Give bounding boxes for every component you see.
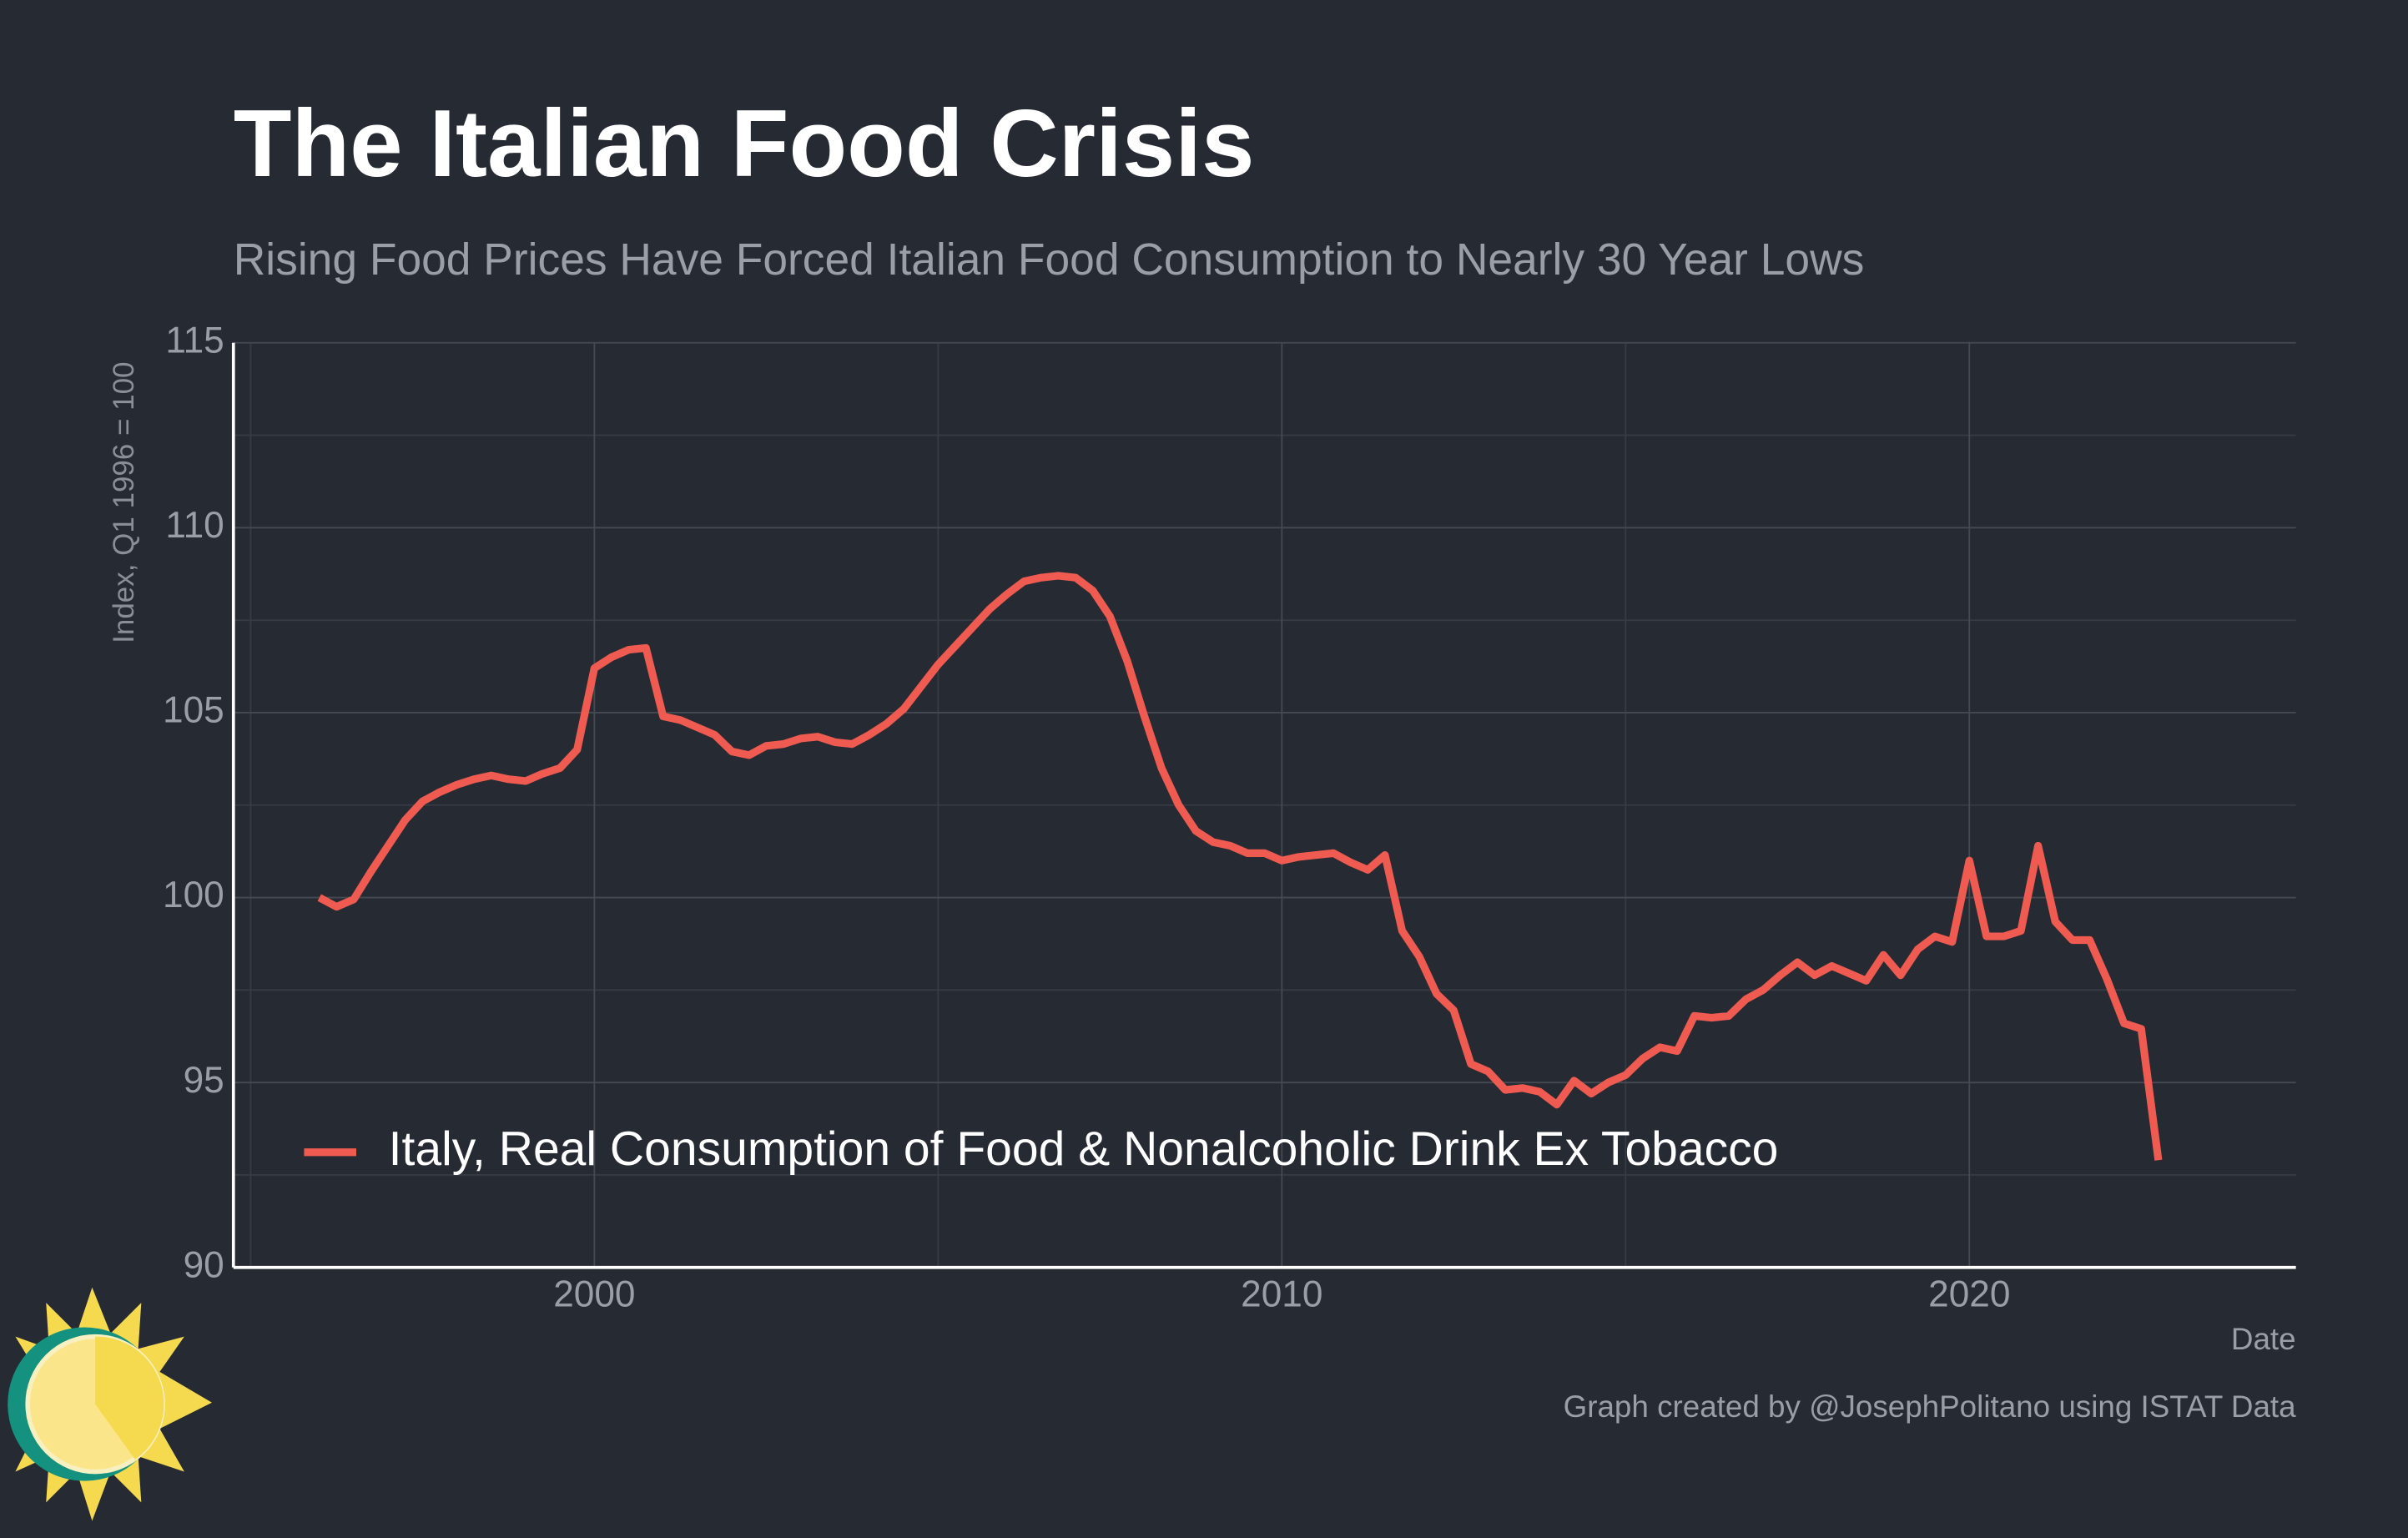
logo-shade (95, 1336, 164, 1460)
y-axis-label: Index, Q1 1996 = 100 (108, 361, 140, 643)
x-tick-label: 2000 (553, 1273, 635, 1314)
x-tick-label: 2010 (1241, 1273, 1322, 1314)
y-tick-label: 110 (165, 505, 224, 546)
data-line (317, 572, 2163, 1161)
chart-title: The Italian Food Crisis (234, 91, 1255, 197)
chart-subtitle: Rising Food Prices Have Forced Italian F… (234, 235, 1865, 285)
y-tick-label: 115 (165, 320, 224, 361)
logo (8, 1287, 212, 1521)
y-tick-label: 100 (163, 875, 224, 915)
y-tick-label: 90 (184, 1244, 224, 1285)
y-tick-label: 105 (163, 690, 224, 731)
legend-label: Italy, Real Consumption of Food & Nonalc… (389, 1122, 1779, 1176)
caption: Graph created by @JosephPolitano using I… (1564, 1389, 2297, 1424)
grid (233, 341, 2296, 1268)
y-tick-label: 95 (184, 1060, 224, 1101)
plot (317, 572, 2163, 1161)
x-axis-label: Date (2231, 1322, 2296, 1356)
x-tick-label: 2020 (1928, 1273, 2010, 1314)
